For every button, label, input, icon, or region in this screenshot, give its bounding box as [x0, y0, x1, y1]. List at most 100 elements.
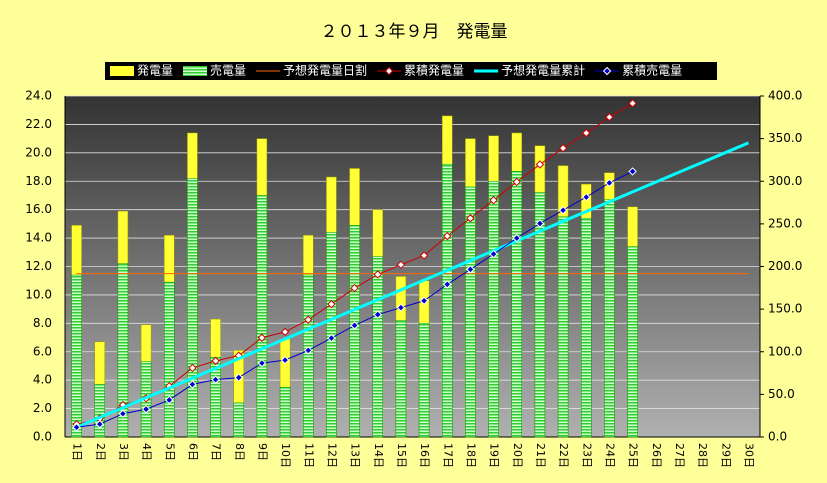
bar: [256, 195, 268, 438]
bar: [94, 384, 105, 438]
bar: [465, 186, 476, 438]
line: [75, 141, 750, 429]
marker: [72, 423, 81, 432]
marker: [327, 299, 336, 309]
bar: [372, 256, 383, 438]
x-tick-label: 13日: [349, 443, 362, 468]
marker: [489, 249, 498, 259]
marker: [373, 310, 382, 319]
marker: [350, 283, 359, 293]
x-tick-label: 6日: [186, 443, 199, 461]
x-tick-label: 21日: [534, 443, 547, 468]
bar: [303, 274, 314, 438]
marker: [512, 177, 521, 187]
marker: [141, 405, 151, 414]
legend-marker: [602, 66, 612, 76]
bar: [71, 274, 82, 438]
y-tick-label: 18.0: [25, 174, 52, 188]
bar: [349, 225, 360, 438]
bar: [557, 216, 569, 438]
chart-title: ２０１３年９月 発電量: [321, 22, 508, 42]
marker: [280, 355, 290, 365]
marker: [558, 206, 568, 215]
marker: [535, 160, 545, 169]
marker: [489, 195, 498, 205]
x-tick-label: 5日: [163, 443, 176, 461]
y2-tick-label: 350.0: [768, 131, 802, 145]
marker: [396, 303, 406, 312]
x-tick-label: 3日: [117, 443, 130, 461]
bar: [488, 181, 499, 438]
x-tick-label: 25日: [627, 443, 640, 468]
y-tick-label: 0.0: [33, 430, 52, 444]
marker: [327, 333, 336, 343]
marker: [628, 167, 637, 176]
bar: [395, 320, 407, 438]
legend-box: [105, 62, 717, 80]
marker: [466, 214, 475, 223]
marker: [443, 231, 452, 241]
y2-tick-label: 150.0: [768, 302, 802, 316]
x-tick-label: 23日: [580, 443, 593, 468]
bar: [581, 217, 592, 438]
x-tick-label: 30日: [742, 443, 755, 468]
marker: [466, 265, 475, 274]
x-tick-label: 2日: [94, 443, 107, 461]
y-tick-label: 6.0: [33, 344, 52, 358]
bar: [117, 263, 129, 438]
y-tick-label: 14.0: [25, 231, 52, 245]
marker: [582, 192, 591, 202]
x-tick-label: 12日: [325, 443, 338, 468]
y2-tick-label: 400.0: [768, 89, 802, 103]
x-tick-label: 18日: [464, 443, 477, 468]
legend-swatch: [183, 66, 208, 76]
x-tick-label: 26日: [650, 443, 663, 468]
legend-marker: [384, 66, 394, 76]
marker: [211, 356, 220, 366]
marker: [350, 321, 359, 330]
bar: [418, 323, 430, 438]
marker: [257, 358, 267, 368]
bar: [604, 199, 615, 438]
marker: [443, 280, 452, 289]
marker: [280, 327, 290, 337]
y-tick-label: 8.0: [33, 316, 52, 330]
x-tick-label: 10日: [279, 443, 292, 468]
x-tick-label: 9日: [256, 443, 269, 461]
marker: [558, 143, 568, 153]
x-tick-label: 29日: [719, 443, 732, 468]
marker: [188, 363, 197, 373]
marker: [512, 233, 521, 243]
y-tick-label: 20.0: [25, 145, 52, 159]
marker: [373, 270, 382, 279]
y2-tick-label: 50.0: [768, 387, 795, 401]
marker: [605, 178, 614, 188]
x-tick-label: 16日: [418, 443, 431, 468]
x-tick-label: 20日: [511, 443, 524, 468]
x-tick-label: 28日: [696, 443, 709, 468]
marker: [95, 419, 104, 429]
x-tick-label: 22日: [557, 443, 570, 468]
marker: [211, 375, 220, 384]
bar: [187, 178, 198, 438]
y-tick-label: 24.0: [25, 89, 52, 103]
y-tick-label: 2.0: [33, 401, 52, 415]
y2-tick-label: 100.0: [768, 344, 802, 358]
legend-label: 発電量: [137, 64, 173, 78]
marker: [234, 373, 243, 382]
bar: [164, 281, 175, 438]
marker: [165, 395, 174, 405]
bar: [279, 387, 291, 438]
x-tick-label: 19日: [488, 443, 501, 468]
x-tick-label: 14日: [372, 443, 385, 468]
marker: [419, 251, 429, 260]
y-tick-label: 4.0: [33, 373, 52, 387]
legend-swatch: [110, 66, 134, 76]
x-tick-label: 8日: [233, 443, 246, 461]
marker: [304, 315, 313, 324]
marker: [118, 409, 128, 418]
legend-label: 売電量: [210, 63, 246, 78]
x-tick-label: 17日: [441, 443, 454, 468]
bar: [627, 246, 638, 438]
